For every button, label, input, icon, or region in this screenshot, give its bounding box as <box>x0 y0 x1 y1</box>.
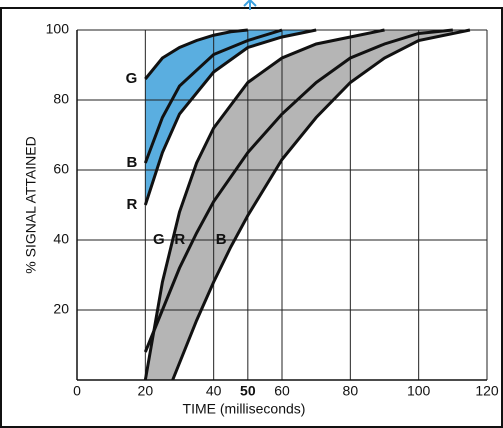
x-tick-label: 0 <box>73 383 81 399</box>
curve <box>143 28 453 353</box>
curve-label: R <box>174 231 185 248</box>
curve-label: B <box>126 154 137 171</box>
curve-label: B <box>216 231 227 248</box>
x-tick-label: 80 <box>343 383 359 399</box>
x-tick-label: 100 <box>407 383 431 399</box>
x-tick-label: 120 <box>475 383 499 399</box>
band <box>145 30 317 205</box>
curve <box>143 28 385 381</box>
curve <box>143 28 317 206</box>
y-tick-label: 100 <box>46 21 70 37</box>
curve <box>143 28 283 164</box>
band <box>145 30 470 380</box>
y-tick-label: 60 <box>53 161 69 177</box>
y-tick-label: 80 <box>53 91 69 107</box>
curve-label: G <box>153 231 165 248</box>
curve <box>171 28 471 381</box>
y-axis-label: % SIGNAL ATTAINED <box>23 136 39 273</box>
curve-label: G <box>126 70 138 87</box>
x-tick-label: 50 <box>240 383 256 399</box>
x-tick-label: 20 <box>138 383 154 399</box>
curve-label: R <box>126 196 137 213</box>
y-tick-label: 20 <box>53 301 69 317</box>
frame <box>0 7 503 428</box>
x-axis-label: TIME (milliseconds) <box>183 401 306 417</box>
arrow-icon <box>243 0 257 10</box>
curve <box>144 28 248 80</box>
x-tick-label: 60 <box>274 383 290 399</box>
x-tick-label: 40 <box>206 383 222 399</box>
y-tick-label: 40 <box>53 231 69 247</box>
